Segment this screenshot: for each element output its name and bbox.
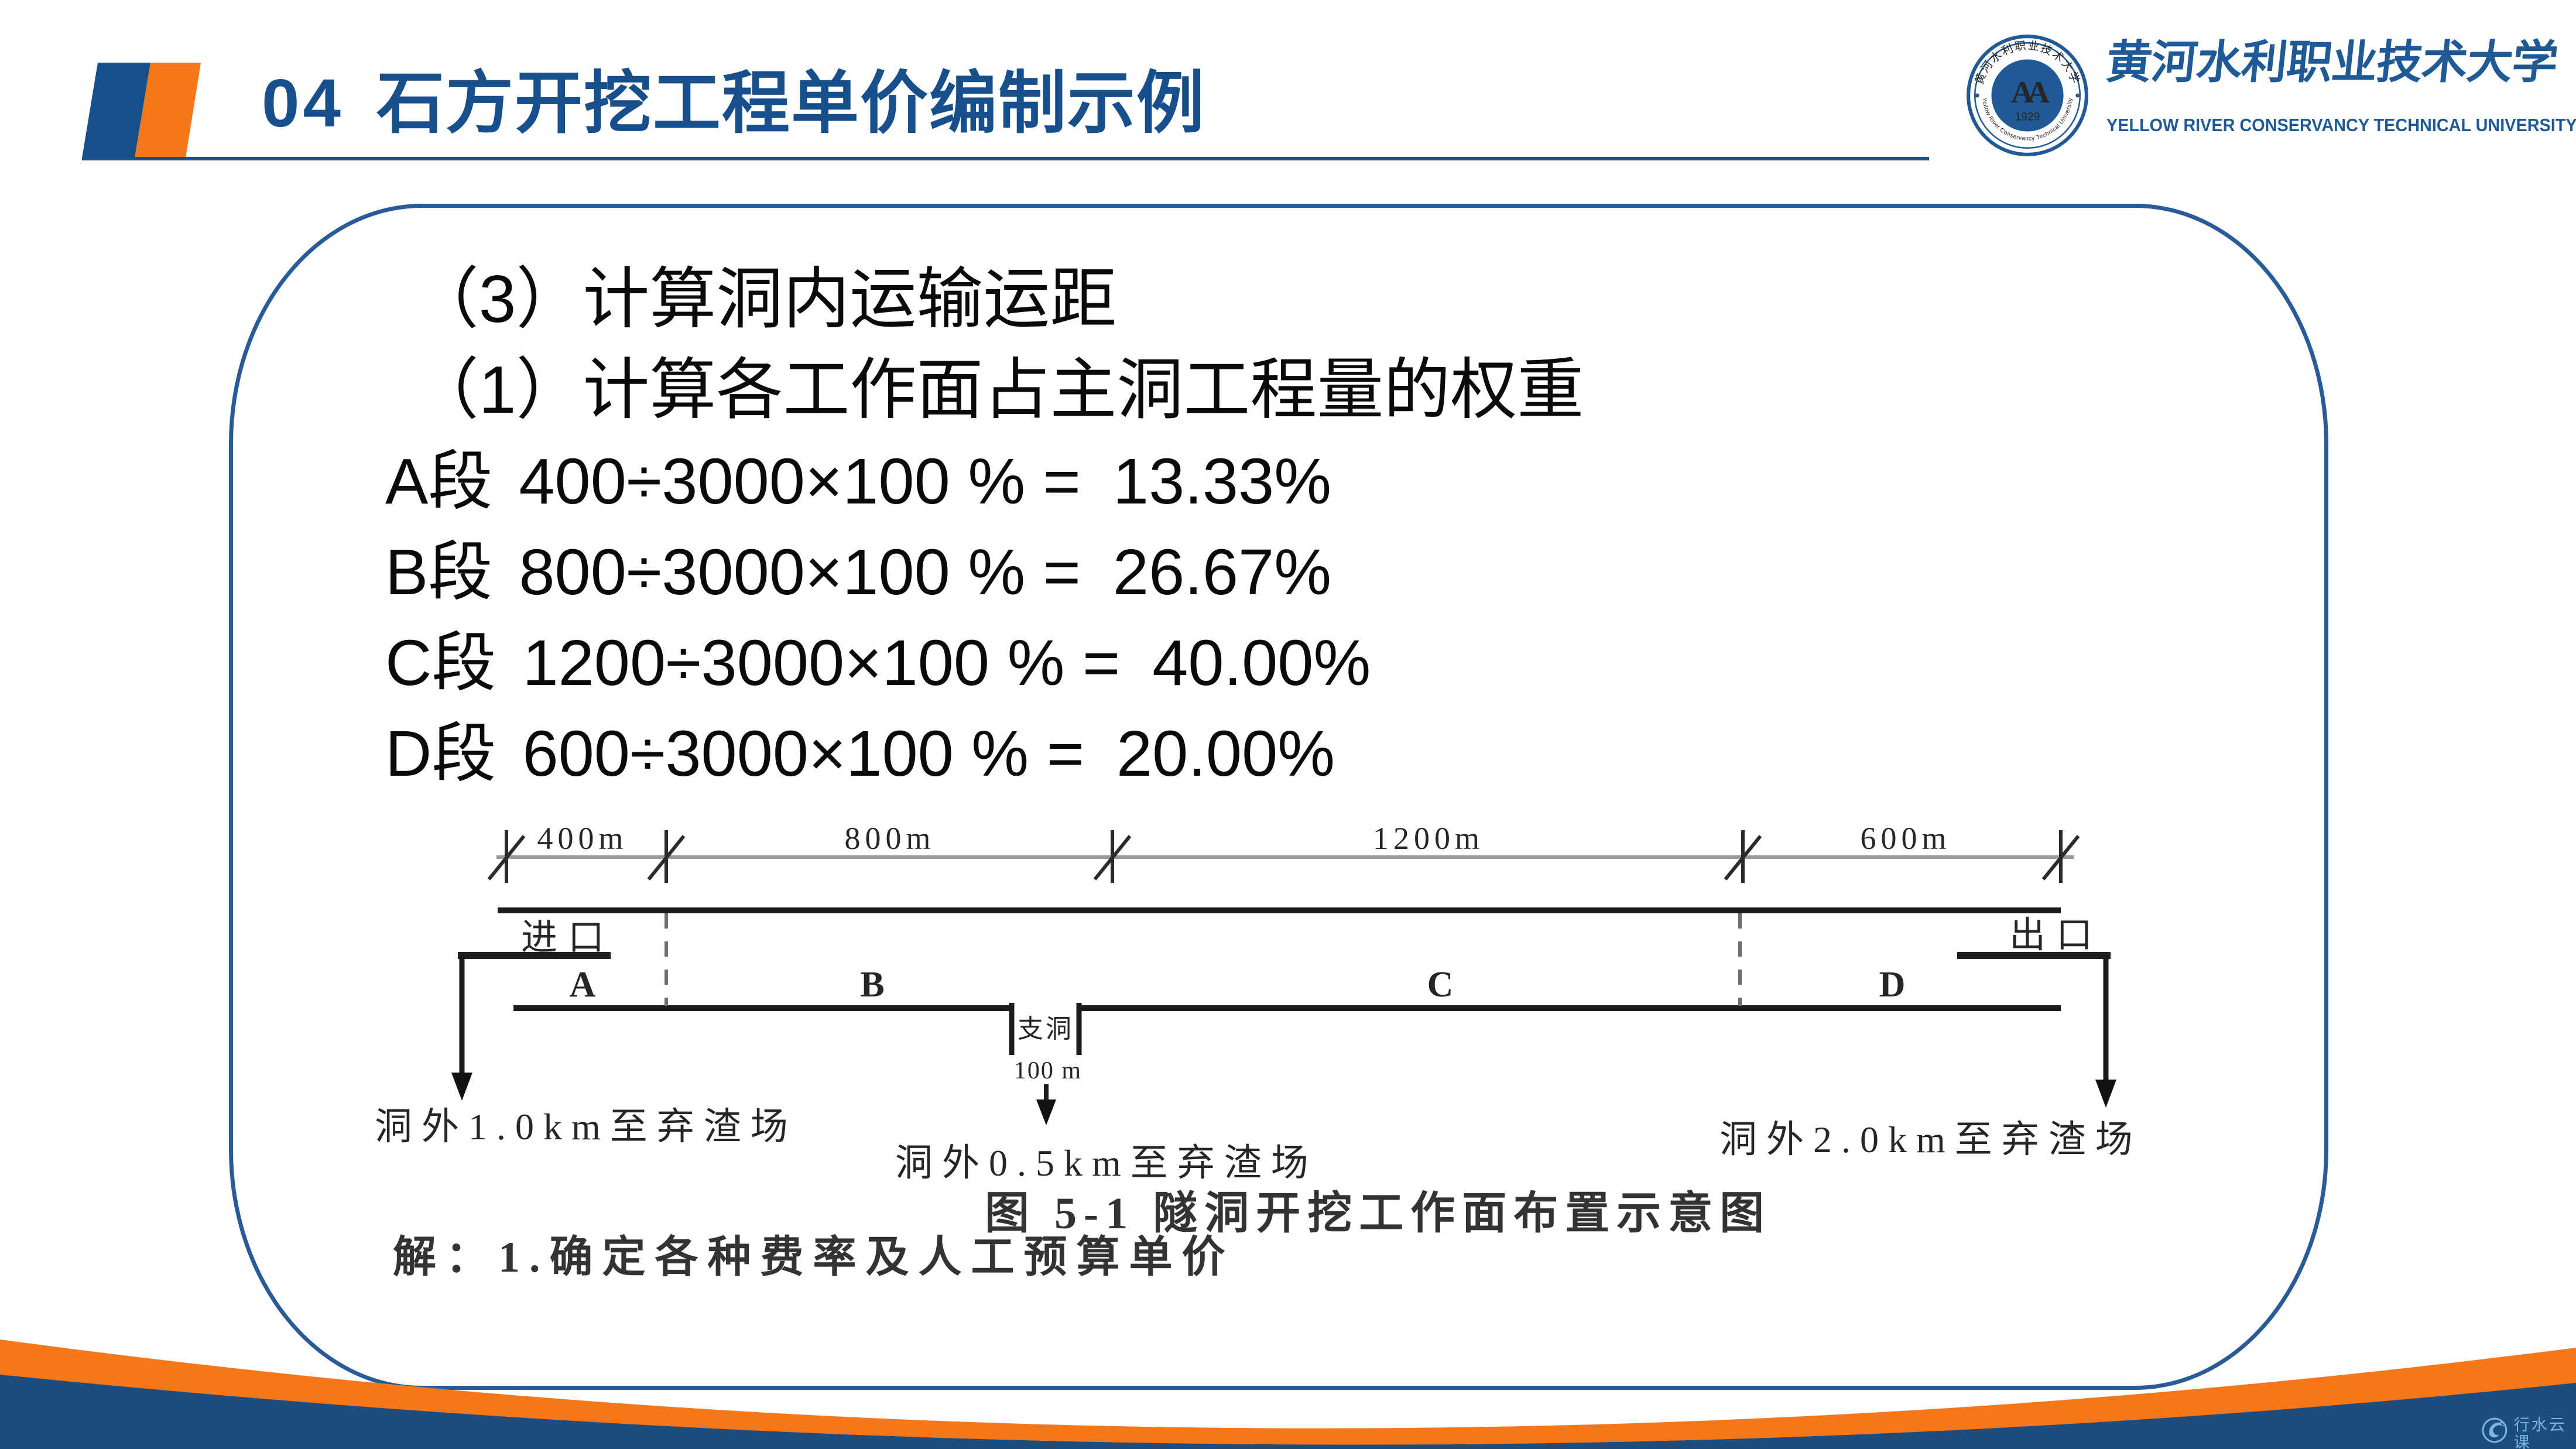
- calc-expression: 800÷3000×100 % =: [519, 536, 1081, 608]
- seal-inner-ring: [1974, 42, 2081, 149]
- university-seal-icon: 黄河水利职业技术大学 Yellow River Conservancy Tech…: [1967, 35, 2088, 156]
- heading-line-1: （3）计算洞内运输运距: [412, 262, 1117, 337]
- university-name-en: YELLOW RIVER CONSERVANCY TECHNICAL UNIVE…: [2106, 115, 2576, 135]
- calc-row-c: C段 1200÷3000×100 % = 40.00%: [385, 631, 1371, 696]
- seal-core: [1991, 59, 2064, 132]
- calc-result: 20.00%: [1116, 718, 1335, 790]
- seal-year: 1929: [2015, 111, 2040, 123]
- watermark: 行水云课 xingshuiyun.com: [2481, 1416, 2576, 1449]
- content-box: [229, 204, 2328, 1390]
- parallelogram-blue: [82, 63, 150, 158]
- calc-row-a: A段 400÷3000×100 % = 13.33%: [385, 450, 1331, 514]
- calc-label: A段: [385, 446, 493, 518]
- header-parallelogram-icon: [82, 63, 201, 158]
- calc-row-b: B段 800÷3000×100 % = 26.67%: [385, 540, 1331, 605]
- seal-dot-left: [1975, 93, 1979, 98]
- calc-label: C段: [385, 627, 496, 699]
- calc-row-d: D段 600÷3000×100 % = 20.00%: [385, 722, 1335, 786]
- parallelogram-orange: [135, 63, 201, 158]
- calc-label: D段: [385, 718, 496, 790]
- calc-expression: 400÷3000×100 % =: [519, 446, 1081, 518]
- header-underline: [82, 157, 1929, 160]
- calc-result: 26.67%: [1112, 536, 1331, 608]
- calc-result: 13.33%: [1112, 446, 1331, 518]
- calc-label: B段: [385, 536, 493, 608]
- calc-result: 40.00%: [1152, 627, 1371, 699]
- seal-dot-right: [2075, 93, 2080, 98]
- watermark-wave-icon: [2482, 1417, 2508, 1443]
- university-name-cn: 黄河水利职业技术大学: [2104, 37, 2560, 88]
- calc-expression: 1200÷3000×100 % =: [522, 627, 1121, 699]
- slide-title-text: 石方开挖工程单价编制示例: [376, 65, 1206, 141]
- calc-expression: 600÷3000×100 % =: [522, 718, 1084, 790]
- heading-line-2: （1）计算各工作面占主洞工程量的权重: [412, 353, 1584, 427]
- slide-number: 04: [262, 65, 345, 141]
- page-title: 04 石方开挖工程单价编制示例: [262, 69, 1205, 137]
- watermark-brand: 行水云课: [2513, 1416, 2567, 1449]
